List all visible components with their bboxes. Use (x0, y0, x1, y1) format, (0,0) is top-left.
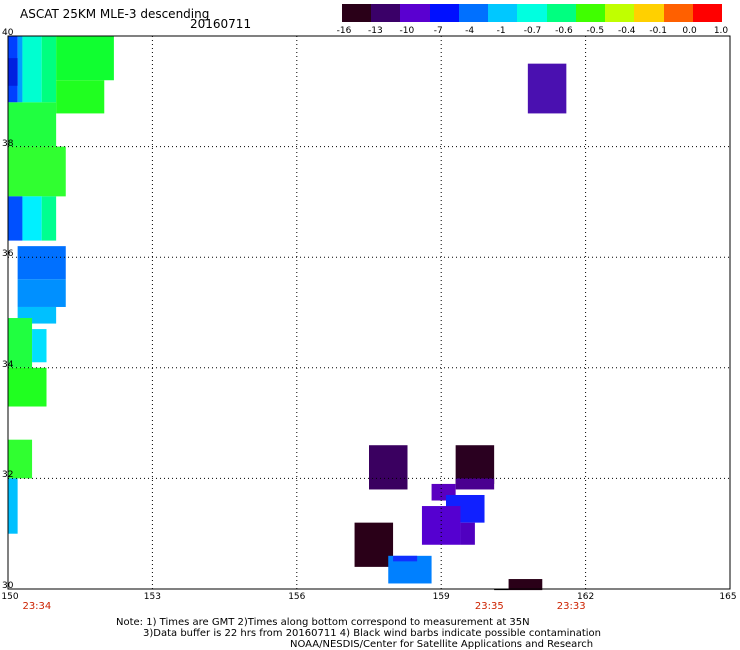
data-cell (460, 522, 475, 545)
y-tick-label: 38 (2, 138, 14, 149)
y-tick-label: 40 (2, 28, 14, 38)
colorbar-label: -7 (433, 26, 443, 36)
x-tick-label: 150 (1, 592, 19, 602)
data-cell (8, 367, 47, 407)
time-label: 23:33 (556, 601, 586, 612)
colorbar-label: -16 (336, 26, 352, 36)
data-cell (8, 146, 66, 197)
plot-frame (7, 35, 731, 590)
data-cell (455, 478, 495, 490)
colorbar (342, 4, 723, 22)
colorbar-label: -0.6 (555, 26, 573, 36)
data-cell (41, 36, 57, 103)
data-cell (8, 439, 33, 479)
colorbar-swatch (488, 4, 518, 22)
chart-plot (7, 35, 731, 591)
data-cell (17, 36, 23, 103)
colorbar-swatch (663, 4, 693, 22)
colorbar-label: -4 (465, 26, 475, 36)
data-cell (22, 36, 42, 103)
data-cell (508, 579, 543, 591)
x-tick-label: 165 (719, 592, 737, 602)
data-cell (8, 58, 18, 86)
colorbar-swatch (546, 4, 576, 22)
data-cell (354, 522, 394, 567)
colorbar-label: -0.7 (523, 26, 542, 36)
time-label: 23:34 (22, 601, 52, 612)
data-cell (393, 555, 418, 562)
note-line-2: 3)Data buffer is 22 hrs from 20160711 4)… (143, 628, 601, 639)
chart-date: 20160711 (190, 17, 252, 31)
colorbar-swatch (429, 4, 459, 22)
data-cell (527, 63, 567, 114)
colorbar-label: 0.0 (682, 26, 697, 36)
data-cell (455, 445, 495, 484)
x-tick-label: 162 (577, 592, 595, 602)
data-cell (8, 318, 33, 368)
colorbar-label: -0.1 (649, 26, 667, 36)
data-cell (8, 196, 23, 241)
colorbar-swatch (517, 4, 547, 22)
colorbar-label: 1.0 (713, 26, 729, 36)
data-cell (41, 196, 57, 241)
data-cell (8, 102, 57, 147)
colorbar-label: -1 (496, 26, 506, 36)
x-tick-label: 159 (432, 592, 450, 602)
x-tick-label: 153 (143, 592, 161, 602)
colorbar-swatch (371, 4, 401, 22)
colorbar-label: -13 (368, 26, 383, 36)
note-line-3: NOAA/NESDIS/Center for Satellite Applica… (290, 639, 594, 650)
colorbar-label: -10 (399, 26, 415, 36)
data-cell (494, 589, 509, 591)
chart-title: ASCAT 25KM MLE-3 descending (20, 7, 210, 21)
y-tick-label: 36 (2, 249, 14, 260)
data-cell (56, 80, 105, 114)
colorbar-swatch (400, 4, 430, 22)
colorbar-swatch (634, 4, 664, 22)
data-cell (369, 445, 408, 490)
data-cell (8, 478, 18, 534)
colorbar-swatch (575, 4, 606, 22)
colorbar-swatch (692, 4, 723, 22)
x-tick-label: 156 (288, 592, 306, 602)
data-cell (17, 246, 66, 280)
colorbar-label: -0.4 (617, 26, 636, 36)
note-line-1: Note: 1) Times are GMT 2)Times along bot… (116, 617, 530, 628)
data-cell (22, 196, 42, 241)
time-label: 23:35 (474, 601, 504, 612)
data-cell (56, 36, 114, 81)
data-cell (32, 329, 47, 363)
data-cell (421, 506, 461, 545)
data-cell (17, 279, 66, 307)
y-tick-label: 34 (2, 359, 14, 370)
colorbar-swatch (342, 4, 372, 22)
y-tick-label: 30 (2, 581, 14, 591)
colorbar-swatch (458, 4, 489, 22)
y-tick-label: 32 (2, 470, 14, 481)
colorbar-label: -0.5 (586, 26, 605, 36)
colorbar-swatch (605, 4, 635, 22)
